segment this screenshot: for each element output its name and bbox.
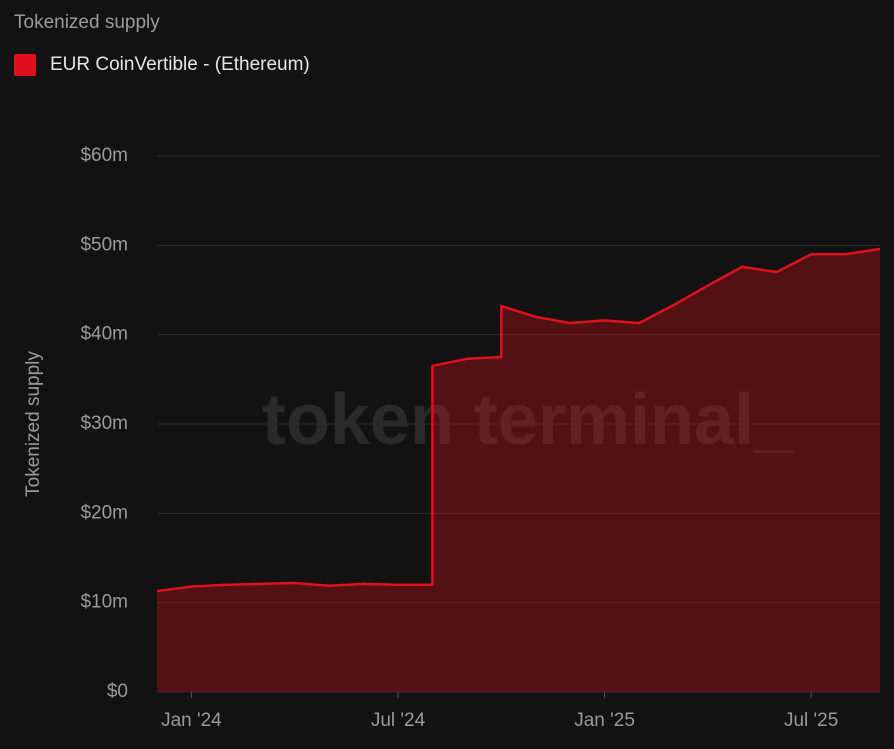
watermark: token terminal_	[262, 380, 795, 460]
y-tick-label: $10m	[80, 592, 128, 613]
y-tick-label: $20m	[80, 502, 128, 523]
y-tick-label: $0	[107, 681, 128, 702]
chart-title: Tokenized supply	[14, 12, 160, 33]
x-tick-label: Jan '25	[574, 710, 635, 731]
y-tick-label: $40m	[80, 324, 128, 345]
x-tick-label: Jan '24	[161, 710, 222, 731]
y-tick-label: $50m	[80, 234, 128, 255]
area	[157, 248, 880, 692]
legend-swatch	[14, 54, 36, 76]
x-tick-label: Jul '25	[784, 710, 838, 731]
y-tick-label: $60m	[80, 145, 128, 166]
legend-label[interactable]: EUR CoinVertible - (Ethereum)	[50, 54, 310, 75]
x-tick-label: Jul '24	[371, 710, 426, 731]
y-axis-label: Tokenized supply	[23, 351, 44, 497]
y-tick-label: $30m	[80, 413, 128, 434]
line	[156, 247, 881, 593]
